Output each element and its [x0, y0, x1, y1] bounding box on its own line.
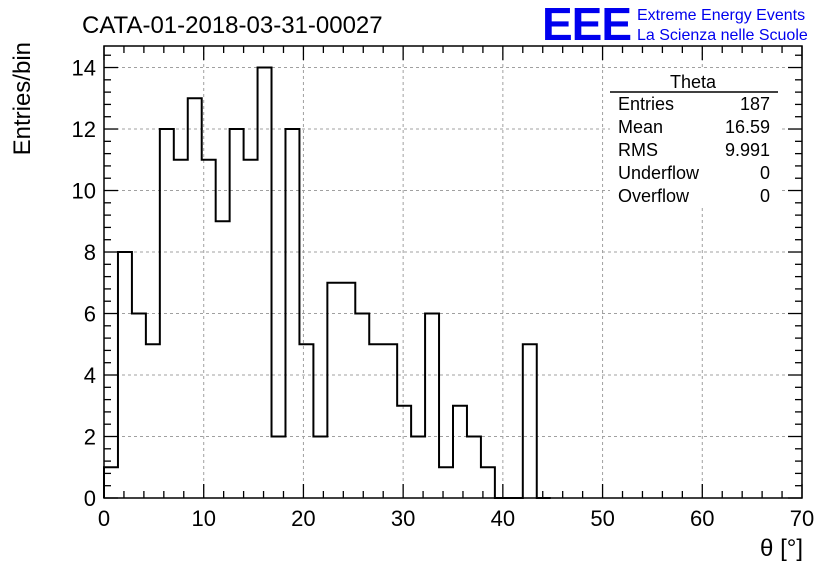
- histogram-bin-16: [327, 283, 341, 498]
- histogram-bin-4: [160, 129, 174, 498]
- histogram-bin-20: [383, 344, 397, 498]
- histogram-bin-3: [146, 344, 160, 498]
- histogram-bin-6: [188, 98, 202, 498]
- x-tick-label: 10: [191, 506, 215, 531]
- logo-mark: EEE: [542, 0, 631, 50]
- stats-value-entries: 187: [740, 94, 770, 114]
- stats-value-mean: 16.59: [725, 117, 770, 137]
- histogram-bin-1: [118, 252, 132, 498]
- histogram-bin-22: [411, 437, 425, 498]
- stats-label-entries: Entries: [618, 94, 674, 114]
- y-axis-title: Entries/bin: [9, 42, 36, 155]
- y-tick-label: 8: [84, 240, 96, 265]
- histogram-bin-14: [299, 344, 313, 498]
- y-tick-label: 10: [72, 179, 96, 204]
- x-tick-label: 50: [590, 506, 614, 531]
- stats-label-overflow: Overflow: [618, 186, 690, 206]
- logo-line-1: Extreme Energy Events: [637, 7, 805, 24]
- x-tick-label: 20: [291, 506, 315, 531]
- x-tick-label: 70: [790, 506, 814, 531]
- histogram-bin-5: [174, 160, 188, 498]
- histogram-bin-23: [425, 314, 439, 498]
- stats-box: Theta Entries 187 Mean 16.59 RMS 9.991 Underfl…: [610, 68, 780, 208]
- histogram-bin-8: [216, 221, 230, 498]
- histogram-bin-24: [439, 467, 453, 498]
- histogram-bin-17: [341, 283, 355, 498]
- histogram-bin-2: [132, 314, 146, 498]
- grid: [104, 46, 802, 498]
- histogram-bin-30: [523, 344, 537, 498]
- y-tick-label: 14: [72, 56, 96, 81]
- histogram-bin-25: [453, 406, 467, 498]
- y-tick-label: 12: [72, 117, 96, 142]
- plot-frame: [103, 45, 803, 499]
- chart-title: CATA-01-2018-03-31-00027: [82, 12, 383, 39]
- stats-value-underflow: 0: [760, 163, 770, 183]
- histogram-bins: [104, 68, 537, 498]
- histogram-bin-11: [258, 68, 272, 498]
- histogram-bin-10: [244, 160, 258, 498]
- histogram-bin-18: [355, 314, 369, 498]
- stats-box-name: Theta: [670, 72, 717, 92]
- stats-label-underflow: Underflow: [618, 163, 700, 183]
- y-tick-label: 4: [84, 363, 96, 388]
- histogram-bin-12: [272, 437, 286, 498]
- histogram-bin-0: [104, 467, 118, 498]
- eee-logo: EEE Extreme Energy Events La Scienza nel…: [542, 0, 808, 50]
- stats-value-overflow: 0: [760, 186, 770, 206]
- y-tick-label: 6: [84, 302, 96, 327]
- histogram-outline: [103, 66, 551, 499]
- stats-label-mean: Mean: [618, 117, 663, 137]
- histogram-bin-9: [230, 129, 244, 498]
- histogram-bin-19: [369, 344, 383, 498]
- stats-rows: Entries 187 Mean 16.59 RMS 9.991 Underflow 0 Ove…: [618, 94, 770, 206]
- histogram-bin-27: [481, 467, 495, 498]
- stats-label-rms: RMS: [618, 140, 658, 160]
- y-tick-label: 2: [84, 425, 96, 450]
- x-axis-title: θ [°]: [760, 535, 803, 562]
- x-tick-label: 40: [491, 506, 515, 531]
- y-tick-label: 0: [84, 486, 96, 511]
- x-tick-label: 0: [98, 506, 110, 531]
- stats-value-rms: 9.991: [725, 140, 770, 160]
- axis-ticks: [103, 46, 803, 499]
- x-tick-label: 60: [690, 506, 714, 531]
- x-tick-label: 30: [391, 506, 415, 531]
- histogram-bin-13: [285, 129, 299, 498]
- histogram-bin-7: [202, 160, 216, 498]
- tick-labels: 0 10 20 30 40 50 60 70 0 2 4 6 8 10 12 14: [72, 56, 815, 531]
- logo-line-2: La Scienza nelle Scuole: [637, 27, 808, 44]
- histogram-bin-15: [313, 437, 327, 498]
- histogram-bin-26: [467, 437, 481, 498]
- histogram-bin-21: [397, 406, 411, 498]
